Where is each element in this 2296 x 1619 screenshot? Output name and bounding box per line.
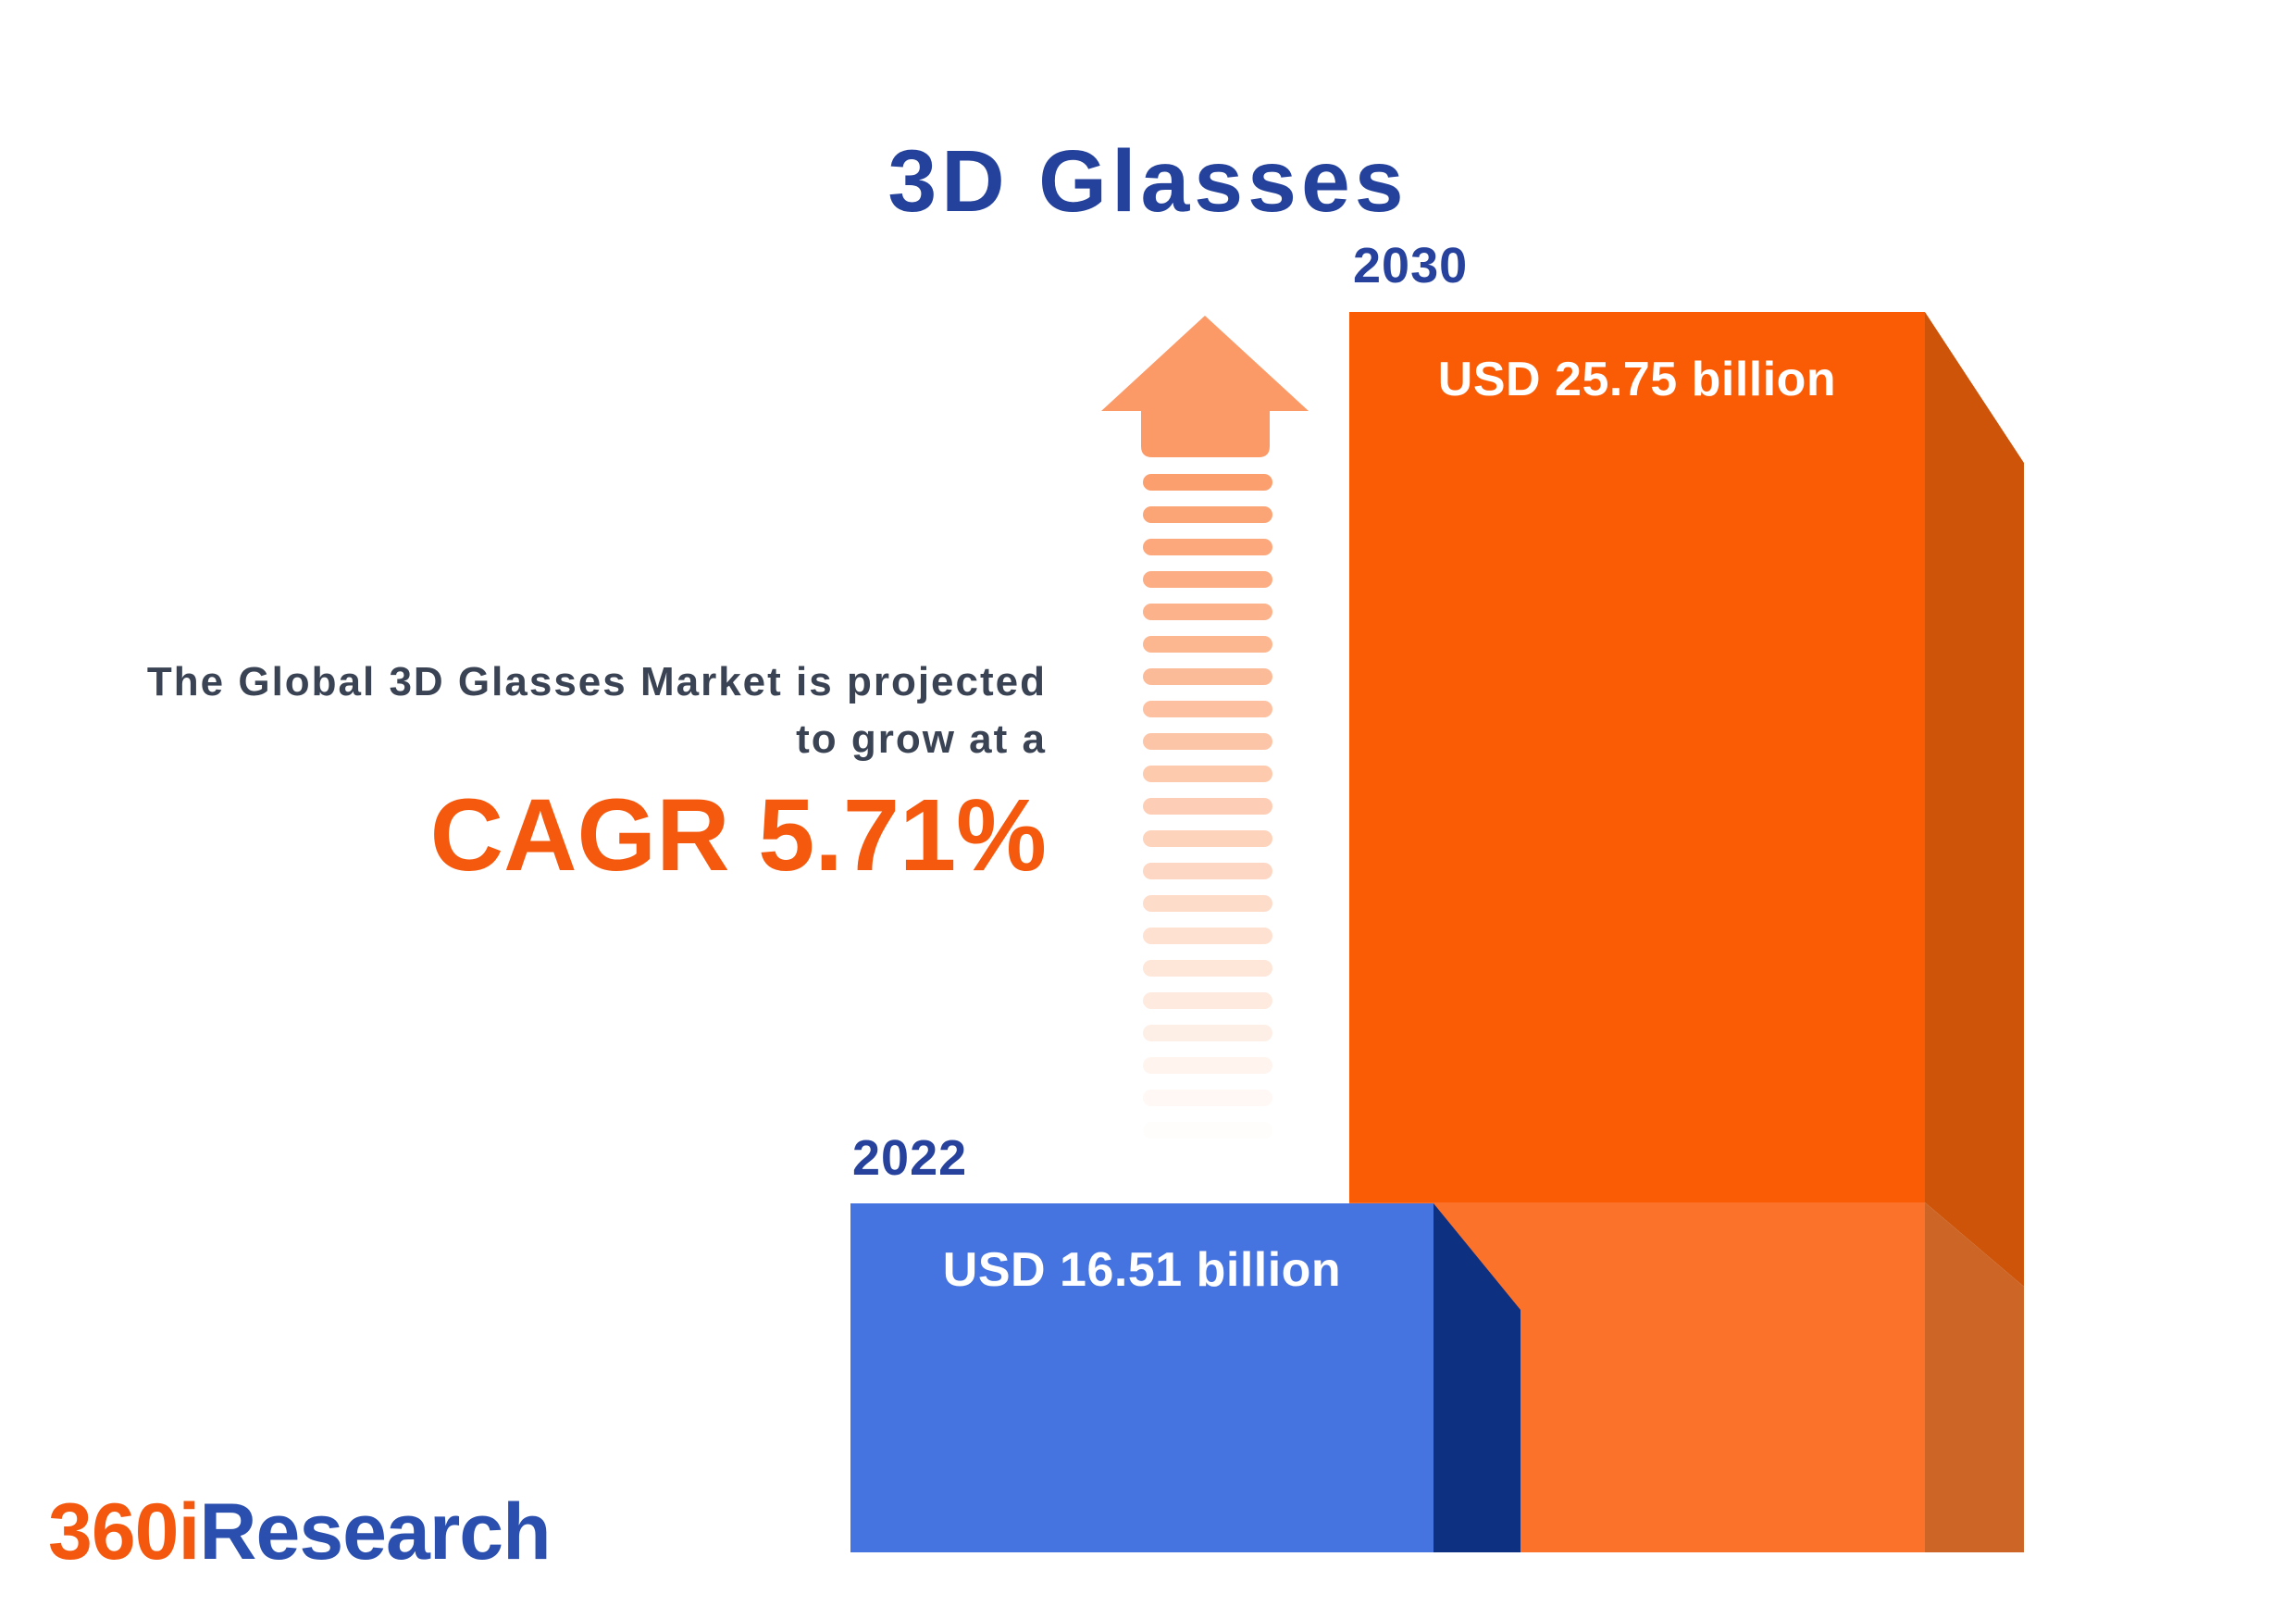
tagline-line-2: to grow at a — [796, 716, 1047, 762]
bar-2022-front — [850, 1203, 1433, 1552]
brand-logo: 360iResearch — [48, 1492, 552, 1572]
arrow-dash — [1143, 668, 1272, 685]
label-value-2030: USD 25.75 billion — [1437, 353, 1837, 406]
arrow-dash — [1143, 539, 1272, 555]
bar-2022-side — [1433, 1203, 1520, 1552]
arrow-dash — [1143, 733, 1272, 750]
tagline: The Global 3D Glasses Market is projecte… — [147, 654, 1047, 887]
arrow-dash — [1143, 863, 1272, 879]
bar-2030-side-upper — [1925, 312, 2024, 1287]
arrow-dash — [1143, 992, 1272, 1009]
bar-2030-side-lower — [1925, 1202, 2024, 1552]
arrow-dash — [1143, 571, 1272, 588]
arrow-dash — [1143, 701, 1272, 717]
arrow-dash — [1143, 928, 1272, 944]
label-value-2022: USD 16.51 billion — [942, 1243, 1342, 1297]
arrow-dash — [1143, 895, 1272, 912]
page-title: 3D Glasses — [887, 131, 1409, 230]
arrow-dash — [1143, 1057, 1272, 1074]
arrow-dash — [1143, 766, 1272, 782]
logo-360i: 360i — [48, 1488, 200, 1576]
growth-arrow-dashes — [1143, 474, 1272, 1154]
arrow-dash — [1143, 474, 1272, 491]
label-year-2030: 2030 — [1353, 238, 1469, 293]
arrow-dash — [1143, 798, 1272, 815]
arrow-dash — [1143, 830, 1272, 847]
arrow-dash — [1143, 636, 1272, 653]
arrow-dash — [1143, 506, 1272, 523]
label-year-2022: 2022 — [852, 1130, 968, 1186]
arrow-dash — [1143, 1122, 1272, 1139]
cagr-value: CAGR 5.71% — [429, 778, 1047, 892]
arrow-dash — [1143, 1090, 1272, 1106]
bar-2030-front-upper — [1349, 312, 1925, 1202]
arrow-dash — [1143, 1025, 1272, 1041]
logo-research: Research — [199, 1488, 551, 1576]
growth-arrow-head-icon — [1101, 316, 1309, 457]
tagline-line-1: The Global 3D Glasses Market is projecte… — [146, 659, 1047, 704]
arrow-dash — [1143, 960, 1272, 977]
arrow-dash — [1143, 604, 1272, 620]
